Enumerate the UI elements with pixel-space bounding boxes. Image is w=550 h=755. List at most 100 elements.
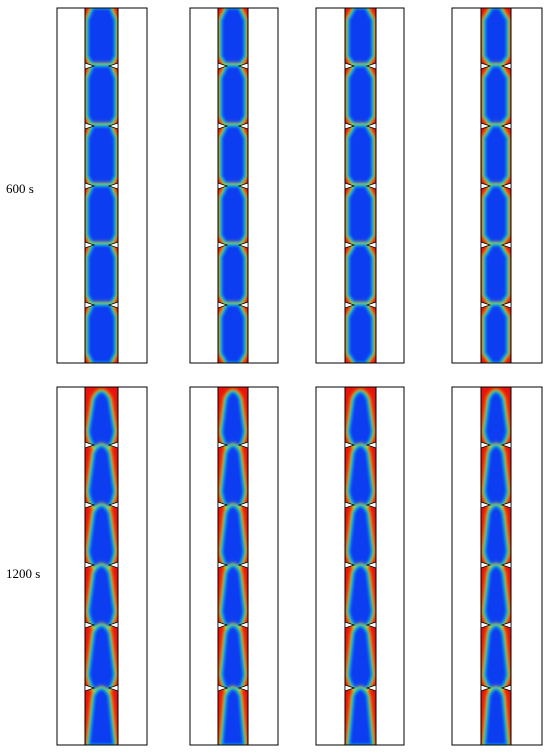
baffle bbox=[365, 301, 377, 309]
baffle bbox=[107, 122, 119, 130]
baffle bbox=[480, 441, 492, 449]
flow-core bbox=[348, 688, 373, 745]
flow-core bbox=[87, 244, 116, 306]
flow bbox=[218, 8, 248, 363]
baffle bbox=[217, 62, 229, 70]
baffle bbox=[84, 684, 96, 692]
flow-core bbox=[220, 185, 246, 246]
baffle bbox=[237, 182, 249, 190]
panel bbox=[315, 7, 405, 364]
baffle bbox=[480, 62, 492, 70]
baffle bbox=[480, 561, 492, 569]
baffle bbox=[365, 561, 377, 569]
baffle bbox=[217, 182, 229, 190]
flow-core bbox=[484, 304, 508, 363]
panel bbox=[189, 7, 279, 364]
flow bbox=[86, 389, 117, 745]
flow-core bbox=[348, 391, 373, 448]
flow-core bbox=[347, 8, 374, 67]
flow-core bbox=[87, 304, 116, 363]
baffle bbox=[107, 301, 119, 309]
baffle bbox=[237, 241, 249, 249]
panel bbox=[451, 7, 543, 364]
panel bbox=[56, 386, 148, 746]
flow-core bbox=[220, 125, 246, 187]
baffle bbox=[480, 301, 492, 309]
baffle bbox=[500, 561, 512, 569]
flow-core bbox=[221, 625, 245, 691]
flow-core bbox=[484, 445, 508, 508]
baffle bbox=[237, 684, 249, 692]
baffle bbox=[500, 182, 512, 190]
flow-core bbox=[220, 244, 246, 306]
baffle bbox=[344, 441, 356, 449]
flow-core bbox=[88, 688, 115, 745]
baffle bbox=[84, 62, 96, 70]
flow-core bbox=[221, 565, 245, 628]
flow-core bbox=[484, 185, 508, 246]
row-label: 1200 s bbox=[6, 566, 40, 581]
baffle bbox=[217, 122, 229, 130]
baffle bbox=[84, 621, 96, 629]
panel bbox=[451, 386, 543, 746]
baffle bbox=[365, 501, 377, 509]
baffle bbox=[84, 501, 96, 509]
baffle bbox=[84, 441, 96, 449]
flow-core bbox=[484, 8, 508, 67]
flow-core bbox=[221, 688, 245, 745]
baffle bbox=[365, 441, 377, 449]
baffle bbox=[344, 621, 356, 629]
baffle bbox=[237, 561, 249, 569]
baffle bbox=[107, 182, 119, 190]
baffle bbox=[480, 241, 492, 249]
baffle bbox=[480, 182, 492, 190]
baffle bbox=[365, 621, 377, 629]
panel bbox=[56, 7, 148, 364]
baffle bbox=[500, 301, 512, 309]
baffle bbox=[344, 182, 356, 190]
flow bbox=[219, 389, 247, 745]
baffle bbox=[344, 122, 356, 130]
flow-core bbox=[484, 65, 508, 127]
baffle bbox=[237, 621, 249, 629]
baffle bbox=[237, 62, 249, 70]
baffle bbox=[217, 561, 229, 569]
flow-core bbox=[87, 8, 116, 67]
baffle bbox=[107, 561, 119, 569]
baffle bbox=[217, 241, 229, 249]
baffle bbox=[237, 501, 249, 509]
baffle bbox=[344, 62, 356, 70]
flow-core bbox=[88, 445, 115, 508]
flow-core bbox=[88, 565, 115, 628]
baffle bbox=[237, 441, 249, 449]
baffle bbox=[107, 441, 119, 449]
flow-core bbox=[87, 125, 116, 187]
baffle bbox=[365, 684, 377, 692]
flow-core bbox=[347, 304, 374, 363]
baffle bbox=[84, 561, 96, 569]
flow-core bbox=[484, 391, 508, 448]
flow-core bbox=[87, 185, 116, 246]
flow-core bbox=[87, 65, 116, 127]
baffle bbox=[217, 501, 229, 509]
baffle bbox=[344, 241, 356, 249]
baffle bbox=[107, 684, 119, 692]
baffle bbox=[480, 501, 492, 509]
flow-core bbox=[348, 445, 373, 508]
flow-core bbox=[484, 505, 508, 568]
baffle bbox=[84, 122, 96, 130]
baffle bbox=[217, 441, 229, 449]
flow bbox=[482, 8, 510, 363]
baffle bbox=[107, 621, 119, 629]
flow-core bbox=[221, 445, 245, 508]
flow-core bbox=[88, 625, 115, 691]
row-label: 600 s bbox=[6, 181, 34, 196]
baffle bbox=[480, 122, 492, 130]
flow-core bbox=[348, 505, 373, 568]
baffle bbox=[84, 301, 96, 309]
baffle bbox=[500, 441, 512, 449]
baffle bbox=[84, 241, 96, 249]
baffle bbox=[107, 241, 119, 249]
